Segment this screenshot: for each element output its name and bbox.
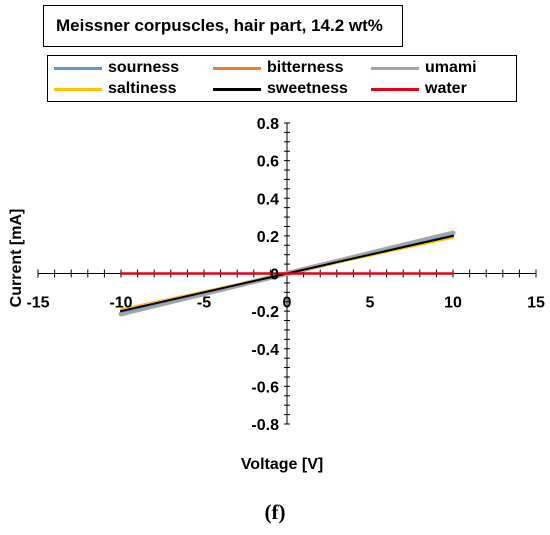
legend-item-umami: umami: [371, 59, 477, 77]
y-tick-label: -0.6: [251, 379, 279, 396]
x-tick-label: 5: [366, 295, 375, 312]
plot-area: -15 -10 -5 0 5 10 150.80.60.40.20-0.2-0.4-0.6-…: [8, 116, 545, 473]
legend-swatch-water: [371, 87, 419, 91]
legend-item-water: water: [371, 80, 467, 98]
legend-label-water: water: [425, 80, 467, 97]
chart-title-box: Meissner corpuscles, hair part, 14.2 wt%: [43, 5, 403, 47]
y-tick-label: 0.2: [257, 229, 279, 246]
legend-label-sourness: sourness: [108, 59, 180, 76]
y-tick-label: -0.4: [251, 342, 279, 359]
y-tick-label: -0.8: [251, 417, 279, 434]
tick-labels: -15 -10 -5 0 5 10 150.80.60.40.20-0.2-0.4-0.6-…: [26, 116, 545, 434]
y-tick-label: 0: [270, 267, 279, 284]
legend-item-sourness: sourness: [54, 59, 179, 77]
legend-item-saltiness: saltiness: [54, 80, 176, 98]
legend-label-umami: umami: [425, 59, 477, 76]
y-tick-label: 0.8: [257, 116, 279, 133]
y-axis-title: Current [mA]: [8, 209, 25, 308]
legend-swatch-sweetness: [213, 87, 261, 91]
legend-swatch-umami: [371, 66, 419, 70]
x-tick-label: 15: [527, 295, 545, 312]
legend-swatch-saltiness: [54, 87, 102, 91]
legend: sourness bitterness umami saltiness swee…: [47, 55, 517, 102]
x-tick-label: 0: [283, 295, 292, 312]
y-tick-label: 0.6: [257, 154, 279, 171]
chart-title: Meissner corpuscles, hair part, 14.2 wt%: [56, 16, 383, 35]
x-tick-label: -10: [109, 295, 132, 312]
series-layer: [118, 230, 456, 317]
x-tick-label: 10: [444, 295, 462, 312]
figure-caption: (f): [264, 500, 286, 524]
y-tick-label: 0.4: [257, 191, 279, 208]
x-axis-title: Voltage [V]: [241, 456, 323, 473]
legend-item-sweetness: sweetness: [213, 80, 348, 98]
legend-swatch-sourness: [54, 66, 102, 70]
legend-item-bitterness: bitterness: [213, 59, 343, 77]
legend-label-sweetness: sweetness: [267, 80, 348, 97]
legend-label-bitterness: bitterness: [267, 59, 344, 76]
x-tick-label: -15: [26, 295, 49, 312]
legend-swatch-bitterness: [213, 66, 261, 70]
y-tick-label: -0.2: [251, 304, 279, 321]
legend-label-saltiness: saltiness: [108, 80, 177, 97]
x-tick-label: -5: [197, 295, 211, 312]
